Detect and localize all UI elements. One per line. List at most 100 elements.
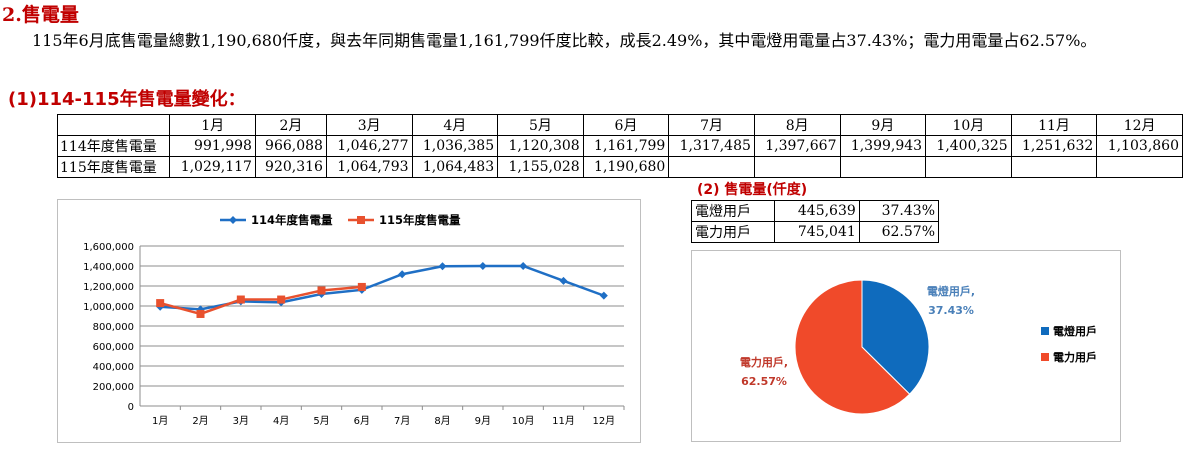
x-tick-label: 12月 [592,415,615,427]
x-tick-label: 2月 [192,415,208,427]
y-tick-label: 400,000 [93,362,134,373]
table-cell: 1,046,277 [325,135,413,157]
line-chart: 0 200,000 400,000 600,000 800,000 1,000,000 1,… [57,199,641,443]
month-header: 5月 [497,114,584,136]
month-header: 11月 [1010,114,1098,136]
legend-marker [1041,353,1049,361]
share-label: 電力用戶 [691,221,775,243]
row-label: 115年度售電量 [56,156,171,178]
x-tick-label: 9月 [475,415,491,427]
table-cell: 1,155,028 [497,156,584,178]
y-tick-label: 800,000 [93,322,134,333]
data-point [559,276,568,285]
pie-slice [861,279,930,395]
data-point [599,291,608,300]
month-header: 6月 [582,114,670,136]
table-cell: 1,400,325 [925,135,1012,157]
table-corner [56,114,171,136]
row-label: 114年度售電量 [56,135,171,157]
summary-paragraph: 115年6月底售電量總數1,190,680仟度，與去年同期售電量1,161,79… [32,31,1097,50]
table-row: 115年度售電量 1,029,117 920,316 1,064,793 1,0… [56,156,1183,178]
share-pct: 62.57% [858,221,940,243]
y-tick-label: 1,600,000 [83,242,134,253]
share-value: 745,041 [773,221,860,243]
x-tick-label: 4月 [273,415,289,427]
sales-table: 1月 2月 3月 4月 5月 6月 7月 8月 9月 10月 11月 12月 1… [56,114,1183,178]
month-header: 2月 [254,114,327,136]
table-cell: 1,317,485 [668,135,755,157]
y-tick-label: 1,400,000 [83,262,134,273]
x-tick-label: 6月 [354,415,370,427]
table-cell: 1,397,667 [753,135,841,157]
legend-label: 114年度售電量 [251,213,333,227]
data-point [196,309,205,318]
table-cell [1010,156,1098,178]
y-tick-label: 1,000,000 [83,302,134,313]
table-cell: 1,190,680 [582,156,670,178]
table-cell: 920,316 [254,156,327,178]
data-point [357,282,366,291]
legend-label: 115年度售電量 [379,213,461,227]
month-header: 9月 [839,114,927,136]
x-tick-label: 10月 [512,415,535,427]
legend-marker [1041,327,1049,335]
y-tick-label: 200,000 [93,382,134,393]
line-chart-svg: 0 200,000 400,000 600,000 800,000 1,000,000 1,… [83,213,625,427]
table-cell: 1,064,483 [411,156,499,178]
x-tick-label: 1月 [152,415,168,427]
month-header: 3月 [325,114,413,136]
y-tick-label: 1,200,000 [83,282,134,293]
data-point [277,295,286,304]
month-header: 10月 [925,114,1012,136]
data-point [398,270,407,279]
table-cell: 1,103,860 [1096,135,1183,157]
x-tick-label: 11月 [552,415,575,427]
share-label: 電燈用戶 [691,200,775,222]
share-pct: 37.43% [858,200,940,222]
legend-marker [229,216,237,224]
table-cell: 1,120,308 [497,135,584,157]
x-tick-label: 7月 [394,415,410,427]
pie-data-label-name: 電力用戶, [740,355,788,369]
table-cell [753,156,841,178]
table-cell: 1,251,632 [1010,135,1098,157]
month-header: 12月 [1096,114,1183,136]
table-row: 電力用戶 745,041 62.57% [691,221,940,243]
x-tick-label: 8月 [434,415,450,427]
pie-data-label-name: 電燈用戶, [927,284,975,298]
table-cell [668,156,755,178]
table-cell: 1,036,385 [411,135,499,157]
table-cell [925,156,1012,178]
section-title: 2.售電量 [2,4,79,26]
data-point [317,286,326,295]
table-header-row: 1月 2月 3月 4月 5月 6月 7月 8月 9月 10月 11月 12月 [56,114,1183,136]
data-point [478,262,487,271]
table-cell: 966,088 [254,135,327,157]
table-row: 114年度售電量 991,998 966,088 1,046,277 1,036… [56,135,1183,157]
table-cell [839,156,927,178]
share-value: 445,639 [773,200,860,222]
table-row: 電燈用戶 445,639 37.43% [691,200,940,222]
month-header: 4月 [411,114,499,136]
table-cell [1096,156,1183,178]
data-point [236,295,245,304]
pie-data-label-pct: 62.57% [741,375,787,388]
y-tick-label: 0 [128,402,134,413]
y-tick-label: 600,000 [93,342,134,353]
pie-chart: 電燈用戶, 37.43% 電力用戶, 62.57% 電燈用戶 電力用戶 [691,250,1121,442]
data-point [519,261,528,270]
month-header: 1月 [169,114,256,136]
x-tick-label: 3月 [233,415,249,427]
data-point [438,262,447,271]
legend-marker [357,216,365,224]
table-cell: 1,161,799 [582,135,670,157]
pie-section-title: (2) 售電量(仟度) [697,182,808,198]
table-cell: 1,064,793 [325,156,413,178]
pie-data-label-pct: 37.43% [928,304,974,317]
series-line [159,285,362,316]
share-table: 電燈用戶 445,639 37.43% 電力用戶 745,041 62.57% [691,200,940,243]
sub-title: (1)114-115年售電量變化： [8,89,246,110]
month-header: 8月 [753,114,841,136]
data-point [156,299,165,308]
